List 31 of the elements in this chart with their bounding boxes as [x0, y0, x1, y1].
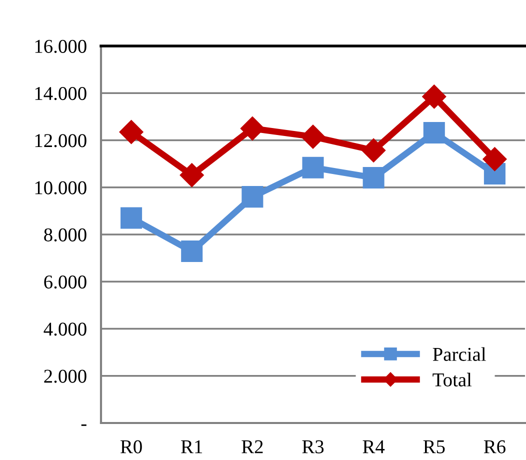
point	[362, 166, 384, 188]
point	[482, 147, 507, 171]
y-tick-label: 16.000	[35, 40, 86, 54]
point	[242, 186, 264, 208]
point	[240, 116, 264, 140]
y-tick-label: 6.000	[44, 275, 86, 289]
x-tick-label: R4	[362, 440, 385, 454]
x-tick-label: R3	[302, 440, 324, 454]
x-tick-label: R5	[423, 440, 445, 454]
x-tick-label: R6	[484, 440, 506, 454]
y-tick-label: 10.000	[35, 181, 86, 194]
point	[302, 156, 324, 178]
point	[422, 84, 446, 109]
legend-label: Total	[432, 372, 472, 386]
y-tick-label: 12.000	[35, 134, 86, 148]
point	[180, 163, 204, 187]
point	[181, 240, 203, 262]
y-tick-label: 4.000	[44, 322, 86, 336]
x-tick-label: R2	[242, 440, 263, 454]
y-tick-label: -	[81, 424, 86, 426]
point	[119, 120, 144, 144]
y-tick-label: 14.000	[35, 86, 86, 100]
y-tick-label: 2.000	[44, 370, 86, 383]
x-tick-label: R1	[181, 440, 202, 454]
point	[362, 138, 386, 162]
y-tick-label: 8.000	[44, 228, 86, 242]
legend-label: Parcial	[432, 347, 486, 361]
point	[301, 124, 325, 149]
point	[120, 207, 142, 229]
x-tick-label: R0	[120, 440, 142, 454]
point	[423, 122, 445, 144]
